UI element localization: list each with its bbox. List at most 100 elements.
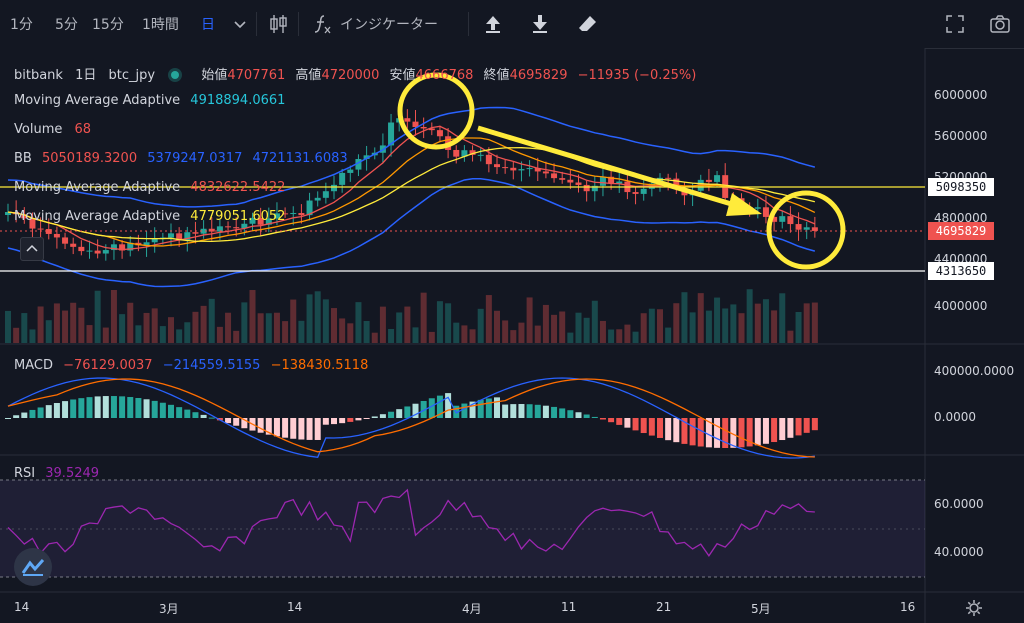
volume-bar <box>5 310 11 343</box>
legend-maa2[interactable]: Moving Average Adaptive 4832622.5422 <box>14 180 285 195</box>
candle-body <box>331 184 337 192</box>
candle-body <box>388 122 395 146</box>
volume-bar <box>762 299 769 343</box>
macd-histogram-bar <box>94 396 101 418</box>
legend-rsi[interactable]: RSI 39.5249 <box>14 466 99 481</box>
interval-1d[interactable]: 日 <box>201 17 215 33</box>
macd-histogram-bar <box>494 397 500 418</box>
macd-histogram-bar <box>445 393 452 418</box>
macd-histogram-bar <box>754 418 761 446</box>
function-icon[interactable] <box>310 12 334 36</box>
macd-histogram-bar <box>469 401 476 418</box>
download-icon[interactable] <box>528 12 552 36</box>
close-value: 4695829 <box>509 68 568 83</box>
macd-histogram-bar <box>559 408 566 418</box>
volume-bar <box>102 327 109 343</box>
candle-body <box>771 216 778 222</box>
macd-histogram-bar <box>225 418 232 424</box>
interval-15m[interactable]: 15分 <box>92 17 124 33</box>
candle-body <box>78 246 85 252</box>
bb-upper: 5379247.0317 <box>147 151 243 166</box>
rsi-name: RSI <box>14 466 36 481</box>
rsi-tick: 40.0000 <box>934 545 984 559</box>
macd-histogram-bar <box>779 418 786 441</box>
eraser-icon[interactable] <box>576 12 600 36</box>
macd-histogram-bar <box>795 418 802 436</box>
candle-body <box>151 238 158 243</box>
macd-histogram-bar <box>21 412 28 418</box>
candle-body <box>200 228 207 234</box>
upload-icon[interactable] <box>481 12 505 36</box>
price-tag-current: 4695829 <box>928 222 994 240</box>
macd-histogram-bar <box>420 400 427 418</box>
volume-bar <box>13 327 20 343</box>
volume-bar <box>78 307 85 343</box>
open-value: 4707761 <box>227 68 286 83</box>
volume-bar <box>135 325 142 343</box>
settings-gear-icon[interactable] <box>964 598 984 618</box>
time-tick: 21 <box>656 600 672 614</box>
volume-bar <box>632 331 639 343</box>
macd-histogram-bar <box>502 404 509 418</box>
chevron-down-icon[interactable] <box>228 12 252 36</box>
volume-bar <box>86 325 93 343</box>
macd-histogram-bar <box>477 399 484 418</box>
macd-histogram-bar <box>241 418 248 429</box>
interval-1m[interactable]: 1分 <box>10 17 33 33</box>
macd-histogram-bar <box>282 418 289 438</box>
camera-icon[interactable] <box>988 12 1012 36</box>
volume-bar <box>216 326 223 343</box>
macd-histogram-bar <box>518 404 525 418</box>
volume-bar <box>518 322 525 343</box>
volume-bar <box>314 291 321 343</box>
volume-bar <box>616 329 623 343</box>
volume-bar <box>591 300 598 343</box>
candle-body <box>110 244 117 251</box>
fullscreen-icon[interactable] <box>943 12 967 36</box>
candle-body <box>714 175 721 182</box>
macd-histogram-bar <box>257 418 264 433</box>
legend-maa3[interactable]: Moving Average Adaptive 4779051.6052 <box>14 209 285 224</box>
volume-bar <box>477 308 484 343</box>
bb-name: BB <box>14 151 32 166</box>
macd-histogram-bar <box>339 418 346 424</box>
macd-histogram-bar <box>526 404 533 418</box>
macd-histogram-bar <box>192 412 199 418</box>
indicators-button[interactable]: インジケーター <box>340 17 438 33</box>
top-toolbar: 1分 5分 15分 1時間 日 インジケーター <box>0 0 1024 49</box>
legend-bb[interactable]: BB 5050189.3200 5379247.0317 4721131.608… <box>14 151 348 166</box>
volume-bar <box>689 312 696 343</box>
macd-histogram-bar <box>461 403 468 418</box>
legend-macd[interactable]: MACD −76129.0037 −214559.5155 −138430.51… <box>14 358 368 373</box>
macd-histogram-bar <box>697 418 704 447</box>
volume-bar <box>714 297 721 343</box>
macd-histogram-bar <box>200 414 207 418</box>
volume-bar <box>722 308 729 343</box>
macd-histogram-bar <box>542 405 549 418</box>
volume-bar <box>29 329 36 343</box>
price-tag-yellow-line[interactable]: 5098350 <box>928 178 994 196</box>
candle-body <box>583 184 590 192</box>
macd-histogram-bar <box>648 418 655 436</box>
macd-histogram-bar <box>811 418 818 431</box>
volume-bar <box>599 320 606 343</box>
legend-volume[interactable]: Volume 68 <box>14 122 91 137</box>
interval-5m[interactable]: 5分 <box>55 17 78 33</box>
volume-bar <box>241 302 248 343</box>
candle-body <box>322 191 329 198</box>
candlestick-icon[interactable] <box>266 12 290 36</box>
volume-bar <box>485 295 492 343</box>
price-tag-white-line[interactable]: 4313650 <box>928 262 994 280</box>
candle-body <box>469 150 476 155</box>
volume-bar <box>648 308 655 343</box>
volume-bar <box>62 310 69 343</box>
macd-histogram-bar <box>730 418 737 448</box>
interval-1h[interactable]: 1時間 <box>142 17 179 33</box>
chevron-up-icon <box>26 244 38 252</box>
collapse-legend-button[interactable] <box>20 237 44 261</box>
candle-body <box>811 227 818 231</box>
tradingview-logo-icon[interactable] <box>14 548 52 586</box>
candle-body <box>608 176 615 184</box>
legend-maa1[interactable]: Moving Average Adaptive 4918894.0661 <box>14 93 285 108</box>
